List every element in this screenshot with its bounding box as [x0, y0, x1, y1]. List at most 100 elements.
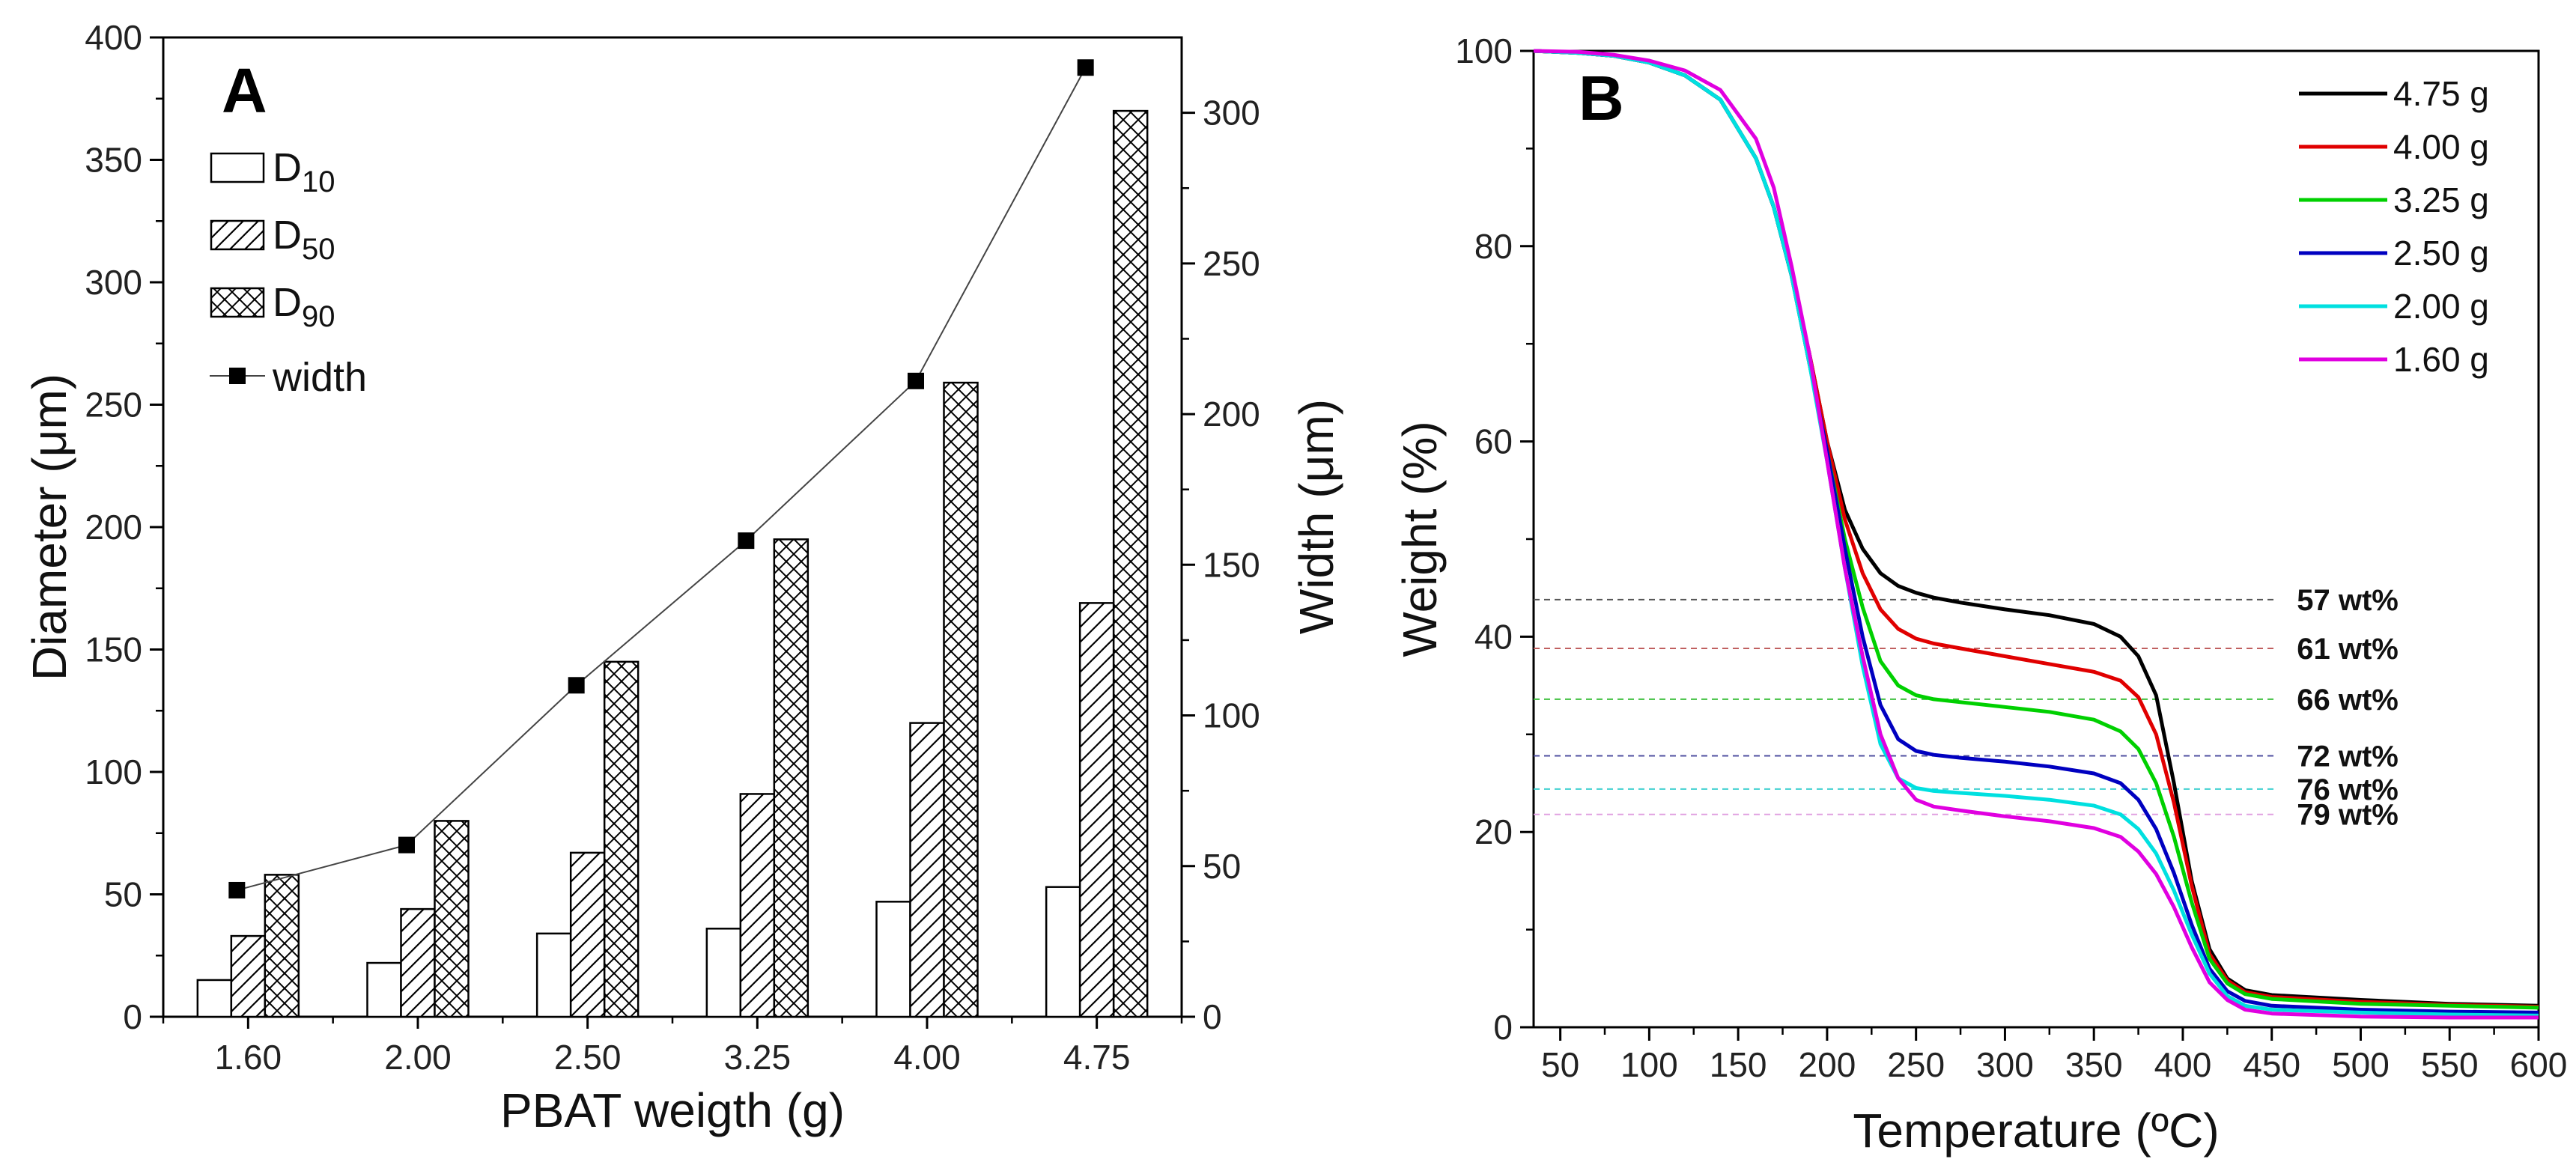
panel-a-letter: A [222, 55, 267, 126]
legend-label-2: 3.25 g [2393, 180, 2489, 219]
curve-2-50-g [1533, 49, 2539, 1015]
x-tick-label: 3.25 [724, 1038, 792, 1077]
y-right-tick-label: 100 [1203, 696, 1260, 735]
curve-1-60-g [1533, 49, 2539, 1020]
panel-b-curves [1533, 49, 2539, 1020]
y-tick-label: 40 [1474, 617, 1513, 656]
panel-a-y-axis: 0 50 100 150 200 250 300 350 400 [85, 18, 163, 1036]
bar-d90-4 [943, 381, 979, 1018]
legend-label-5: 1.60 g [2393, 340, 2489, 379]
y-right-tick-label: 50 [1203, 847, 1241, 886]
legend-label-d50: D50 [273, 213, 335, 266]
legend-label-d10: D10 [273, 145, 335, 198]
panel-b-legend: 4.75 g 4.00 g 3.25 g 2.50 g 2.00 g 1.60 g [2299, 74, 2489, 379]
width-point-5 [1077, 59, 1094, 76]
panel-a-bars [196, 109, 1149, 1018]
x-tick-label: 500 [2332, 1045, 2390, 1084]
bar-d90-5 [1112, 109, 1149, 1018]
y-tick-label: 20 [1474, 812, 1513, 851]
x-tick-label: 300 [1976, 1045, 2034, 1084]
panel-a-y-label-right: Width (μm) [1289, 399, 1343, 634]
x-tick-label: 4.00 [893, 1038, 961, 1077]
panel-b-plot-frame [1532, 49, 2540, 1029]
panel-a-legend: D10 D50 D90 width [210, 145, 367, 400]
x-tick-label: 1.60 [215, 1038, 282, 1077]
panel-a-y-axis-right: 0 50 100 150 200 250 300 [1182, 94, 1260, 1036]
y-right-tick-label: 200 [1203, 395, 1260, 434]
bar-d10-4 [875, 901, 911, 1018]
width-point-2 [568, 677, 585, 694]
bar-d50-1 [400, 907, 436, 1018]
bar-d50-0 [230, 934, 267, 1018]
bar-d10-2 [535, 932, 572, 1018]
bar-d90-0 [264, 874, 300, 1018]
panel-a-width-line [228, 59, 1094, 898]
reference-label-5: 79 wt% [2297, 799, 2399, 832]
x-tick-label: 150 [1710, 1045, 1767, 1084]
reference-label-3: 72 wt% [2297, 740, 2399, 773]
reference-label-0: 57 wt% [2297, 584, 2399, 617]
width-point-0 [228, 881, 246, 898]
y-right-tick-label: 250 [1203, 244, 1260, 283]
panel-a-x-axis: 1.60 2.00 2.50 3.25 4.00 4.75 [162, 1017, 1183, 1077]
y-tick-label: 60 [1474, 422, 1513, 461]
x-tick-label: 2.50 [554, 1038, 622, 1077]
y-tick-label: 250 [85, 386, 142, 425]
panel-b-letter: B [1579, 63, 1624, 133]
curve-3-25-g [1533, 49, 2539, 1010]
legend-label-4: 2.00 g [2393, 287, 2489, 326]
y-tick-label: 0 [1493, 1008, 1513, 1047]
bar-d10-5 [1045, 886, 1081, 1018]
panel-b-x-axis: 50 100 150 200 250 300 350 400 450 500 550 600 [1541, 1027, 2567, 1084]
x-tick-label: 200 [1799, 1045, 1856, 1084]
bar-d90-2 [603, 660, 640, 1018]
width-point-1 [398, 836, 415, 854]
y-right-tick-label: 0 [1203, 997, 1222, 1036]
bar-d10-0 [196, 979, 233, 1018]
legend-label-3: 2.50 g [2393, 234, 2489, 273]
reference-label-4: 76 wt% [2297, 773, 2399, 806]
y-tick-label: 100 [1455, 31, 1513, 70]
curve-4-00-g [1533, 49, 2539, 1009]
curve-4-75-g [1533, 49, 2539, 1008]
legend-swatch-d50 [210, 219, 265, 251]
panel-b-reference-lines: 57 wt% 61 wt% 66 wt% 72 wt%76 wt%79 wt% [1534, 584, 2399, 832]
bar-d10-1 [366, 961, 402, 1018]
bar-d90-1 [434, 820, 470, 1018]
y-tick-label: 50 [104, 875, 142, 914]
x-tick-label: 450 [2243, 1045, 2300, 1084]
bar-d50-3 [739, 793, 776, 1018]
panel-a-y-label: Diameter (μm) [22, 374, 76, 681]
panel-b-x-label: Temperature (ºC) [1853, 1104, 2219, 1158]
x-tick-label: 350 [2065, 1045, 2123, 1084]
y-tick-label: 0 [123, 997, 142, 1036]
x-tick-label: 400 [2154, 1045, 2212, 1084]
legend-label-1: 4.00 g [2393, 127, 2489, 166]
width-series-line [237, 67, 1087, 891]
width-point-4 [908, 372, 924, 389]
legend-swatch-width-marker [229, 368, 246, 384]
x-tick-label: 2.00 [384, 1038, 452, 1077]
y-right-tick-label: 300 [1203, 94, 1260, 133]
bar-d10-3 [705, 928, 742, 1018]
legend-swatch-d10 [210, 152, 265, 183]
legend-swatch-d90 [210, 287, 265, 318]
legend-label-0: 4.75 g [2393, 74, 2489, 113]
y-tick-label: 80 [1474, 227, 1513, 266]
x-tick-label: 600 [2510, 1045, 2568, 1084]
reference-label-1: 61 wt% [2297, 633, 2399, 666]
x-tick-label: 550 [2421, 1045, 2479, 1084]
y-tick-label: 200 [85, 508, 142, 547]
x-tick-label: 4.75 [1063, 1038, 1131, 1077]
x-tick-label: 50 [1541, 1045, 1579, 1084]
x-tick-label: 100 [1620, 1045, 1678, 1084]
bar-d50-4 [909, 722, 945, 1018]
legend-label-width: width [272, 355, 367, 400]
panel-a: 0 50 100 150 200 250 300 350 400 0 50 100 150 200 250… [22, 18, 1343, 1137]
bar-d50-5 [1078, 602, 1115, 1018]
bar-d90-3 [773, 538, 809, 1018]
panel-b: 57 wt% 61 wt% 66 wt% 72 wt%76 wt%79 wt% 0 20… [1393, 31, 2567, 1158]
legend-label-d90: D90 [273, 280, 335, 333]
panel-b-y-label: Weight (%) [1393, 421, 1447, 657]
y-tick-label: 350 [85, 141, 142, 180]
